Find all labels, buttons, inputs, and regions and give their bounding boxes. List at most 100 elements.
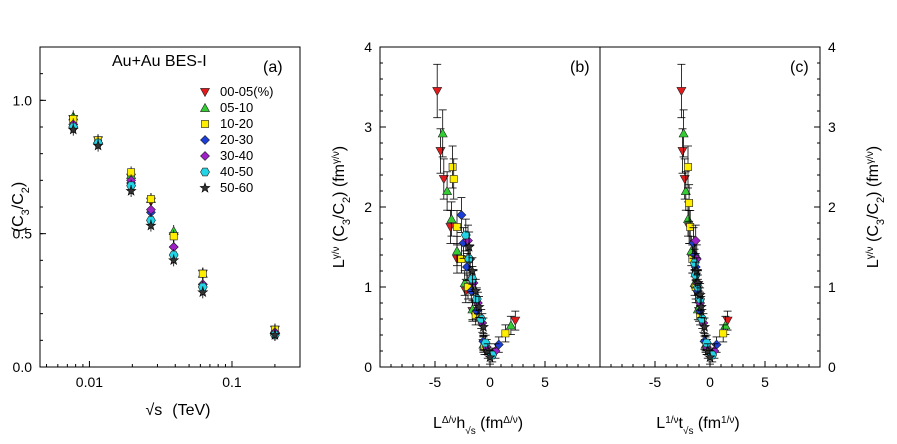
legend-marker [201, 120, 209, 128]
data-point [484, 351, 496, 363]
data-point [198, 269, 207, 278]
panel-b-ylabel: Lγ/ν (C3/C2) (fmγ/ν) [331, 146, 354, 268]
data-point [67, 123, 79, 135]
y-tick-label: 1.0 [13, 92, 33, 108]
data-point [125, 185, 137, 196]
data-point [460, 230, 471, 240]
legend-marker [199, 88, 211, 98]
data-point [697, 314, 708, 324]
data-point [476, 314, 487, 324]
panel-b-frame [379, 46, 601, 368]
panel-a: 0.01 0.1 0.0 0.5 1.0 Au+Au BES-I (a) 00-05(%… [10, 46, 301, 419]
data-point [445, 223, 456, 233]
panel-a-annotation: Au+Au BES-I [112, 53, 207, 70]
data-point [463, 241, 475, 252]
data-point [685, 199, 693, 207]
data-point [692, 277, 704, 288]
x-tick-label: -5 [649, 374, 662, 390]
panel-b: -5 0 5 0 1 2 3 4 (b) Lγ/ν (C3/C2) (fmγ/ν) LΔ/νh… [331, 39, 601, 437]
y-tick-label: 0.0 [13, 359, 33, 375]
panel-b-markers [432, 63, 521, 365]
data-point [442, 185, 453, 195]
y-tick-label: 4 [828, 39, 836, 55]
data-point [437, 128, 448, 138]
panel-a-ylabel: (C3/C2) [10, 182, 32, 232]
y-tick-label: 1 [828, 279, 836, 295]
y-tick-label: 3 [828, 119, 836, 135]
panel-a-axes: 0.01 0.1 0.0 0.5 1.0 [13, 46, 301, 390]
data-point [146, 204, 156, 215]
data-point [704, 351, 716, 363]
y-tick-label: 4 [364, 39, 372, 55]
data-point [678, 128, 689, 138]
panel-c-frame [599, 46, 821, 368]
data-point [698, 321, 711, 332]
data-point [269, 329, 281, 340]
data-point [92, 139, 104, 151]
data-point [686, 223, 695, 231]
legend-label: 00-05(%) [220, 84, 273, 99]
data-point [456, 210, 467, 220]
data-point [448, 163, 457, 171]
x-tick-label: 0.1 [222, 374, 242, 390]
panel-c: -5 0 5 0 1 2 3 4 (c) Lγ/ν (C3/C2) (fmγ/ν) L1/νt… [599, 39, 888, 437]
data-point [501, 329, 510, 338]
panel-a-markers [67, 110, 281, 341]
data-point [473, 301, 485, 312]
data-point [451, 245, 463, 255]
data-point [449, 175, 458, 183]
panel-c-xlabel: L1/νt√s (fm1/ν) [656, 415, 739, 437]
data-point [480, 338, 491, 348]
data-point [694, 289, 706, 300]
data-point [470, 285, 482, 296]
y-tick-label: 0 [828, 359, 836, 375]
x-tick-label: -5 [429, 374, 442, 390]
x-tick-label: 0 [486, 374, 494, 390]
data-point [466, 265, 478, 276]
panel-c-ylabel: Lγ/ν (C3/C2) (fmγ/ν) [865, 146, 888, 268]
data-point [684, 163, 692, 171]
data-point [168, 254, 180, 266]
data-point [701, 338, 712, 348]
data-point [435, 147, 446, 157]
data-point [432, 87, 443, 97]
legend-label: 40-50 [220, 164, 253, 179]
data-point [689, 258, 700, 268]
panel-b-label: (b) [570, 59, 590, 76]
y-tick-label: 0 [364, 359, 372, 375]
panel-c-axes: -5 0 5 0 1 2 3 4 [599, 39, 836, 390]
data-point [510, 316, 521, 326]
legend-marker [199, 102, 211, 112]
y-tick-label: 0.5 [13, 226, 33, 242]
data-point [676, 87, 687, 97]
x-tick-label: 0 [706, 374, 714, 390]
data-point [438, 175, 449, 185]
data-point [679, 175, 690, 185]
data-point [446, 213, 457, 223]
panel-c-label: (c) [790, 59, 809, 76]
legend-marker [200, 135, 210, 145]
panel-a-label: (a) [263, 59, 283, 76]
x-tick-label: 5 [761, 374, 769, 390]
data-point [145, 219, 157, 231]
x-tick-label: 0.01 [76, 374, 103, 390]
panel-a-xlabel: √s (TeV) [145, 402, 210, 419]
y-tick-label: 2 [364, 199, 372, 215]
legend-label: 50-60 [220, 180, 253, 195]
legend-marker [199, 182, 211, 193]
data-point [453, 223, 461, 231]
panel-b-axes: -5 0 5 0 1 2 3 4 [364, 39, 601, 390]
data-point [169, 232, 178, 241]
data-point [147, 195, 155, 203]
data-point [197, 286, 209, 298]
panel-c-markers [676, 63, 733, 365]
data-point [695, 301, 707, 312]
legend-label: 30-40 [220, 148, 253, 163]
x-tick-label: 5 [541, 374, 549, 390]
legend-marker [200, 167, 210, 177]
y-tick-label: 2 [828, 199, 836, 215]
panel-b-xlabel: LΔ/νh√s (fmΔ/ν) [433, 415, 523, 437]
data-point [127, 168, 135, 177]
